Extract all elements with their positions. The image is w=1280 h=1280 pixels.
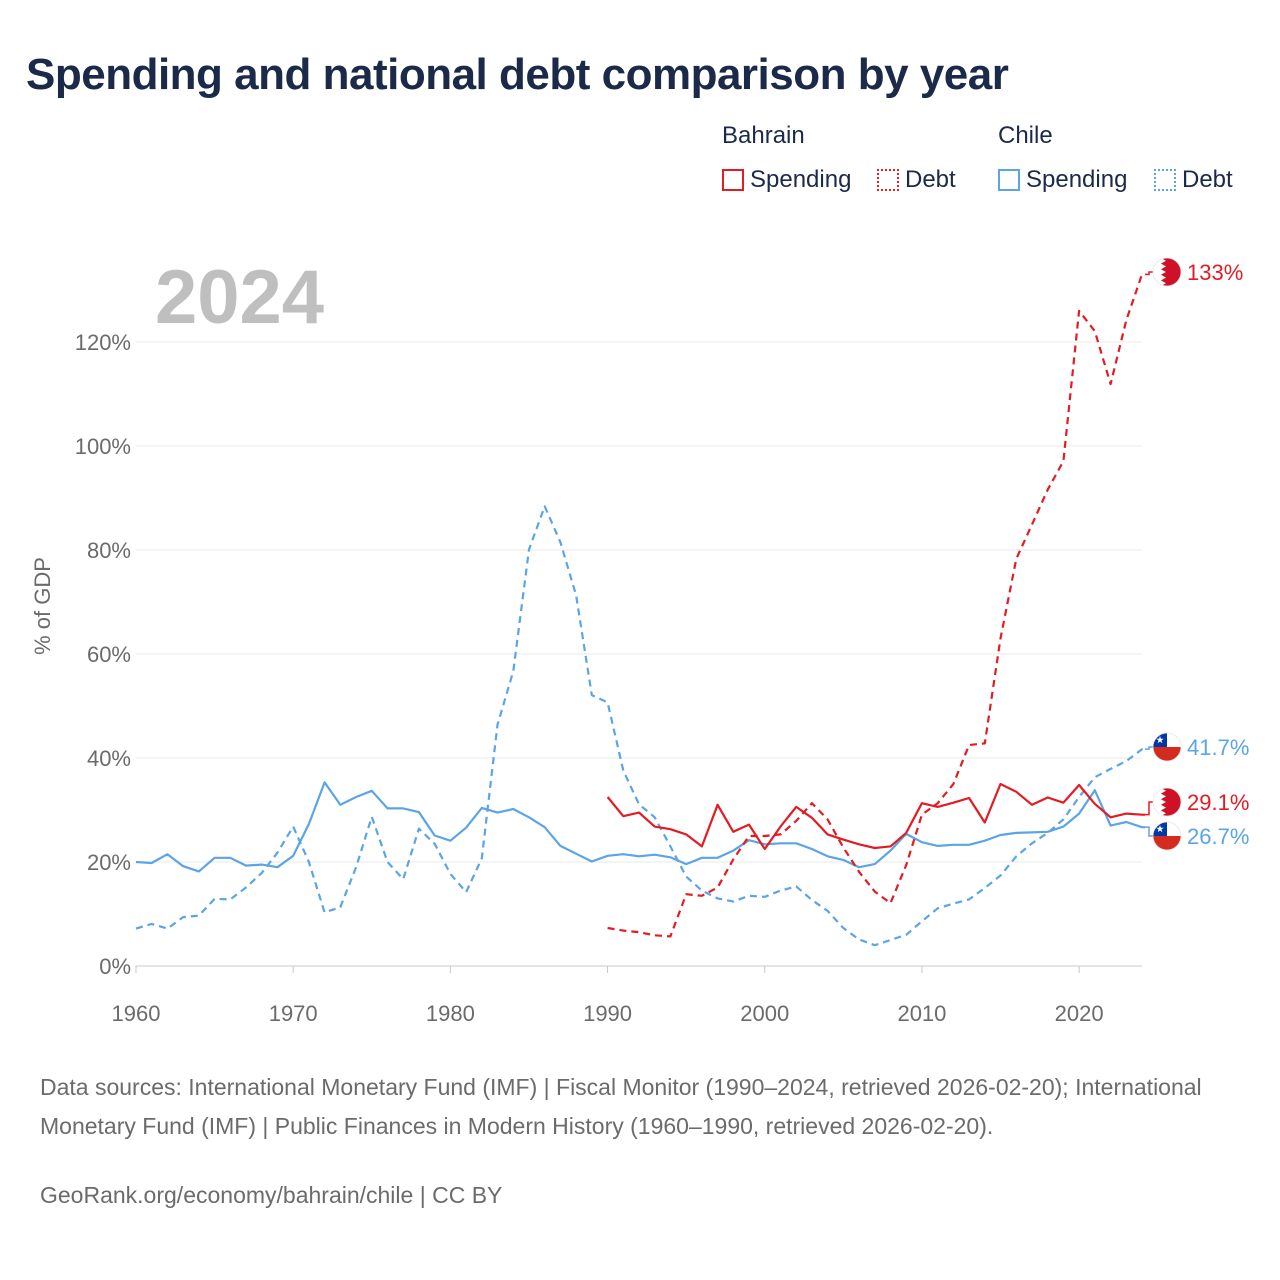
end-label-connector <box>1145 826 1153 837</box>
legend-label: Debt <box>1182 166 1233 193</box>
series-lines <box>135 273 1145 947</box>
end-label-connector <box>1145 746 1153 750</box>
legend-group-chile: Chile <box>998 122 1053 149</box>
x-tick-label: 2000 <box>740 1001 789 1026</box>
end-value-label: 26.7% <box>1187 824 1249 849</box>
y-tick-label: 120% <box>75 330 131 355</box>
series-line-chile-spending[interactable] <box>135 781 1145 873</box>
x-tick-label: 1970 <box>269 1001 318 1026</box>
year-label: 2024 <box>155 255 324 340</box>
legend-swatch-dotted-icon <box>877 169 899 191</box>
line-chart: 0% 20% 40% 60% 80% 100% 120% 1960 1970 1980 1990 2… <box>30 255 1249 1026</box>
legend-swatch-solid-icon <box>722 169 744 191</box>
legend-label: Spending <box>750 166 852 193</box>
legend-swatch-solid-icon <box>998 169 1020 191</box>
y-tick-label: 80% <box>87 538 131 563</box>
legend-group-bahrain: Bahrain <box>722 122 805 149</box>
end-value-label: 29.1% <box>1187 790 1249 815</box>
legend-item-chile-spending[interactable]: Spending <box>998 166 1127 194</box>
x-axis-ticks: 1960 1970 1980 1990 2000 2010 2020 <box>112 966 1104 1026</box>
y-tick-label: 100% <box>75 434 131 459</box>
legend-item-chile-debt[interactable]: Debt <box>1154 166 1233 194</box>
legend-item-bahrain-spending[interactable]: Spending <box>722 166 851 194</box>
x-tick-label: 1980 <box>426 1001 475 1026</box>
series-line-bahrain-debt[interactable] <box>607 273 1145 938</box>
source-text: Data sources: International Monetary Fun… <box>40 1074 1202 1139</box>
y-tick-label: 60% <box>87 642 131 667</box>
chile-flag-icon <box>1152 821 1182 851</box>
legend-label: Spending <box>1026 166 1128 193</box>
y-axis-label: % of GDP <box>30 557 55 655</box>
end-labels: 133% 41.7% 29.1% 26.7% <box>1145 257 1249 851</box>
y-axis-ticks: 0% 20% 40% 60% 80% 100% 120% <box>75 330 131 979</box>
end-value-label: 133% <box>1187 260 1243 285</box>
x-tick-label: 1960 <box>112 1001 161 1026</box>
x-tick-label: 2010 <box>897 1001 946 1026</box>
y-tick-label: 20% <box>87 850 131 875</box>
end-label-connector <box>1145 271 1153 276</box>
end-label-connector <box>1145 801 1153 816</box>
chile-flag-icon <box>1152 732 1182 762</box>
bahrain-flag-icon <box>1152 257 1182 287</box>
x-tick-label: 2020 <box>1055 1001 1104 1026</box>
legend-label: Debt <box>905 166 956 193</box>
gridlines <box>136 341 1142 967</box>
bahrain-flag-icon <box>1152 787 1182 817</box>
source-link[interactable]: GeoRank.org/economy/bahrain/chile | CC B… <box>40 1182 503 1208</box>
series-line-chile-debt[interactable] <box>135 505 1145 947</box>
y-tick-label: 40% <box>87 746 131 771</box>
end-value-label: 41.7% <box>1187 735 1249 760</box>
chart-title: Spending and national debt comparison by… <box>26 50 1009 99</box>
legend-item-bahrain-debt[interactable]: Debt <box>877 166 956 194</box>
x-tick-label: 1990 <box>583 1001 632 1026</box>
y-tick-label: 0% <box>99 954 131 979</box>
series-line-bahrain-spending[interactable] <box>606 782 1145 851</box>
legend-swatch-dotted-icon <box>1154 169 1176 191</box>
